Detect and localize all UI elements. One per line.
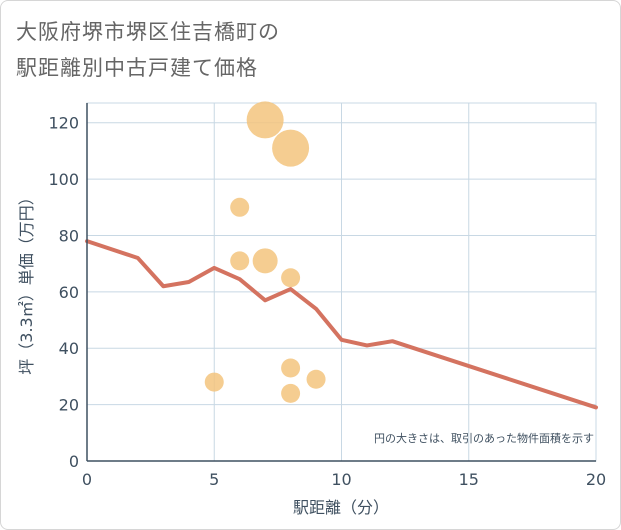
y-tick-label: 0	[69, 452, 79, 471]
data-point	[252, 248, 278, 274]
x-tick-label: 20	[586, 470, 606, 489]
x-tick-label: 15	[459, 470, 479, 489]
data-points	[204, 101, 326, 403]
x-tick-label: 5	[209, 470, 219, 489]
data-point	[272, 129, 310, 167]
y-tick-label: 120	[48, 114, 79, 133]
data-point	[246, 101, 284, 139]
trend-line-group	[85, 239, 598, 410]
data-point	[204, 372, 224, 392]
y-tick-label: 80	[59, 226, 79, 245]
y-tick-label: 100	[48, 170, 79, 189]
axes: 0 5 10 15 20 0 20 40 60 80 100 120	[48, 103, 606, 489]
size-annotation: 円の大きさは、取引のあった物件面積を示す	[374, 431, 594, 445]
x-tick-label: 0	[82, 470, 92, 489]
y-tick-label: 20	[59, 396, 79, 415]
chart-title: 大阪府堺市堺区住吉橋町の 駅距離別中古戸建て価格	[16, 14, 280, 86]
x-tick-label: 10	[331, 470, 351, 489]
chart-title-line-2: 駅距離別中古戸建て価格	[16, 56, 258, 80]
data-point	[281, 358, 301, 378]
x-axis-label: 駅距離（分）	[293, 498, 389, 517]
y-tick-label: 40	[59, 339, 79, 358]
chart-title-line-1: 大阪府堺市堺区住吉橋町の	[16, 20, 280, 44]
grid-lines	[87, 103, 597, 461]
data-point	[281, 268, 301, 288]
data-point	[230, 197, 250, 217]
trend-line	[85, 239, 598, 410]
data-point	[306, 369, 326, 389]
data-point	[281, 383, 301, 403]
y-tick-label: 60	[59, 283, 79, 302]
y-axis-label: 坪（3.3㎡）単価（万円）	[17, 189, 36, 374]
data-point	[230, 251, 250, 271]
